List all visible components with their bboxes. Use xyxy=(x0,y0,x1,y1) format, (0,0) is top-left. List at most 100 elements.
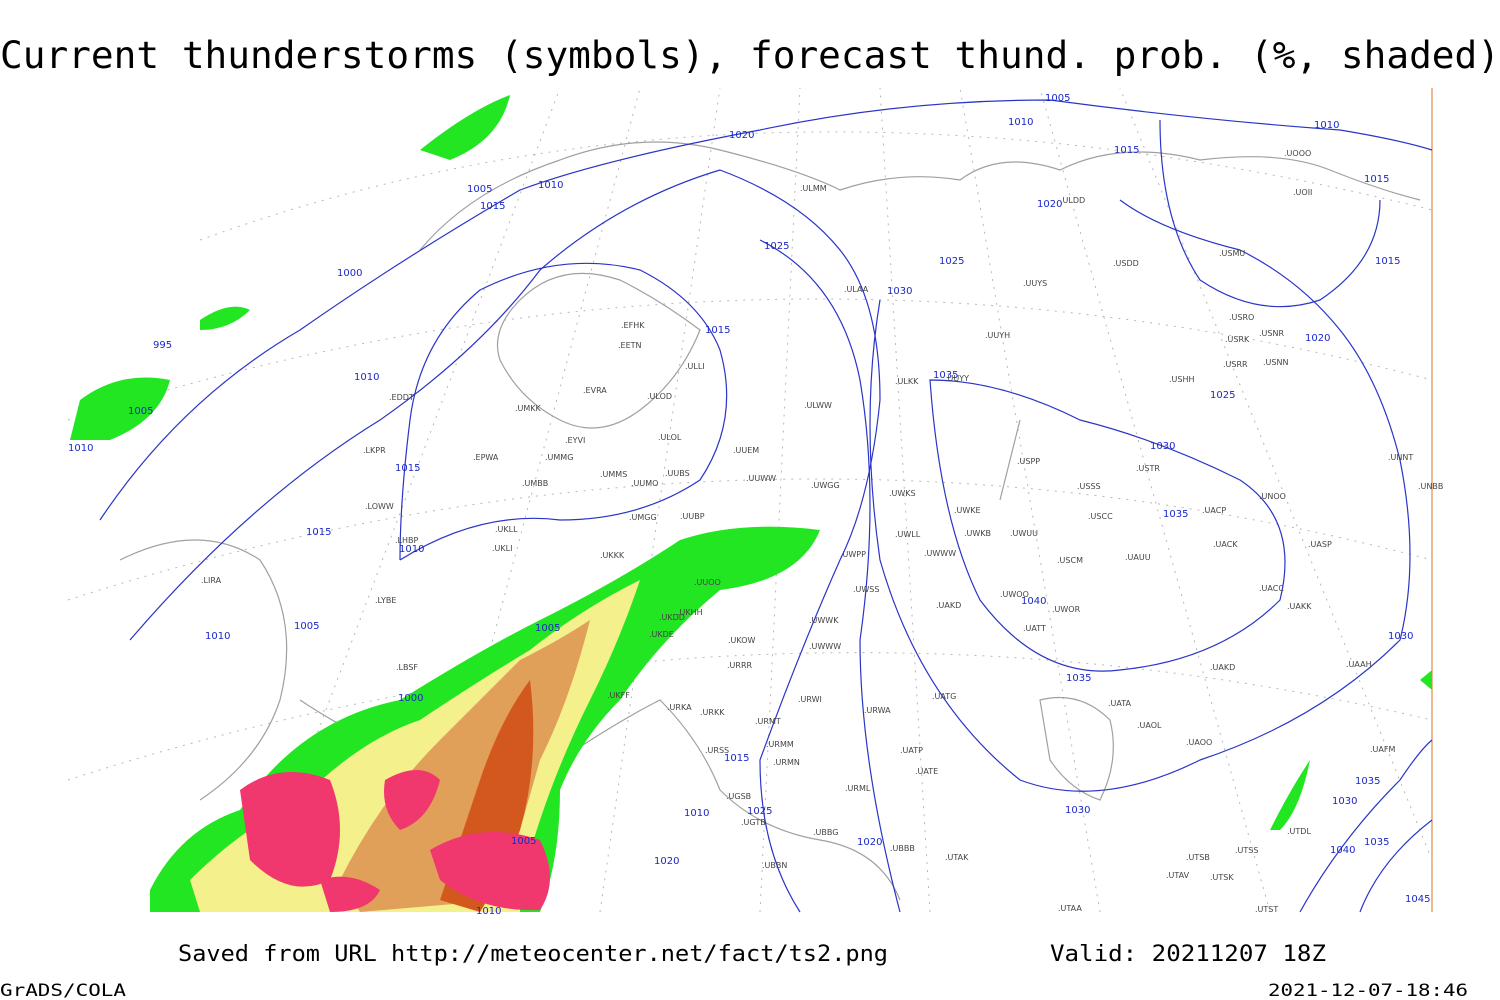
station-label: .UACK xyxy=(1213,540,1238,549)
isobar-label: 1005 xyxy=(535,623,560,634)
station-label: .EPWA xyxy=(473,453,499,462)
isobar-line xyxy=(1159,119,1381,308)
station-label: .UWKB xyxy=(964,529,991,538)
station-label: .URWA xyxy=(864,706,891,715)
station-label: .UAKD xyxy=(1210,663,1235,672)
isobar-label: 1005 xyxy=(511,836,536,847)
station-label: .ULDD xyxy=(1060,196,1085,205)
station-label: .UKLI xyxy=(492,544,512,553)
isobar-label: 1010 xyxy=(205,631,230,642)
storm-area xyxy=(430,832,550,911)
isobar-label: 1015 xyxy=(480,201,505,212)
station-label: .ULKK xyxy=(895,377,919,386)
station-label: .UTAK xyxy=(945,853,969,862)
station-label: .ULOD xyxy=(647,392,672,401)
station-label: .UACP xyxy=(1202,506,1226,515)
station-label: .UWUU xyxy=(1010,529,1038,538)
station-label: .UBBN xyxy=(762,861,787,870)
source-url: Saved from URL http://meteocenter.net/fa… xyxy=(178,942,888,967)
station-label: .UUYS xyxy=(1023,279,1047,288)
station-label: .UAFM xyxy=(1370,745,1395,754)
prob-low xyxy=(1270,670,1432,830)
station-label: .UKKK xyxy=(600,551,625,560)
station-label: .UWKE xyxy=(954,506,981,515)
isobar-labels: 1005 1010 1010 1020 1015 1015 1005 1010 1015 1020… xyxy=(68,93,1430,917)
isobar-label: 1020 xyxy=(1037,199,1062,210)
graticule xyxy=(67,87,1433,913)
isobar-label: 1035 xyxy=(1066,673,1091,684)
station-label: .URWI xyxy=(798,695,822,704)
isobar-label: 1025 xyxy=(764,241,789,252)
isobar-line xyxy=(129,169,881,913)
isobar-label: 1010 xyxy=(399,544,424,555)
isobar-label: 1040 xyxy=(1330,845,1355,856)
station-label: .URML xyxy=(845,784,871,793)
station-label: .LYBE xyxy=(375,596,396,605)
station-label: .UUOO xyxy=(694,578,721,587)
station-label: .URKA xyxy=(667,703,692,712)
station-label: .USCC xyxy=(1088,512,1113,521)
isobar-label: 1025 xyxy=(1210,390,1235,401)
station-label: .UMGG xyxy=(629,513,657,522)
isobar-label: 1010 xyxy=(68,443,93,454)
station-label: .UUWW xyxy=(746,474,776,483)
isobar-label: 1035 xyxy=(1364,837,1389,848)
station-label: .UBBG xyxy=(813,828,838,837)
station-label: .UTST xyxy=(1255,905,1278,914)
isobar-label: 1030 xyxy=(1332,796,1357,807)
station-label: .UAUU xyxy=(1125,553,1151,562)
station-label: .UTAV xyxy=(1166,871,1190,880)
station-label: .UUYH xyxy=(985,331,1010,340)
station-label: .LOWW xyxy=(365,502,394,511)
title: Current thunderstorms (symbols), forecas… xyxy=(0,34,1500,77)
station-label: .ULAA xyxy=(844,285,869,294)
isobar-label: 1020 xyxy=(1305,333,1330,344)
station-label: .USNR xyxy=(1259,329,1284,338)
station-label: .UAKD xyxy=(936,601,961,610)
timestamp: 2021-12-07-18:46 xyxy=(1268,981,1468,1000)
station-label: .UATT xyxy=(1023,624,1046,633)
isobar-label: 1015 xyxy=(1364,174,1389,185)
storm-area xyxy=(320,876,380,912)
station-label: .UUEM xyxy=(733,446,759,455)
station-label: .UATP xyxy=(900,746,923,755)
station-label: .UWPP xyxy=(840,550,866,559)
isobar-line xyxy=(929,379,1286,672)
isobar-label: 1000 xyxy=(337,268,362,279)
isobar-label: 1010 xyxy=(1008,117,1033,128)
station-label: .UUBS xyxy=(665,469,690,478)
station-label: .UAOL xyxy=(1137,721,1162,730)
station-label: .USRK xyxy=(1225,335,1250,344)
isobar-label: 1015 xyxy=(306,527,331,538)
station-label: .EDDT xyxy=(389,393,414,402)
station-label: .UTDL xyxy=(1287,827,1311,836)
station-label: .UWGG xyxy=(811,481,840,490)
station-label: .UUBP xyxy=(680,512,705,521)
station-label: .ULMM xyxy=(800,184,827,193)
station-label: .UKOW xyxy=(728,636,756,645)
isobar-label: 1005 xyxy=(467,184,492,195)
station-label: .USDD xyxy=(1113,259,1139,268)
station-label: .UTSK xyxy=(1210,873,1234,882)
station-label: .UWOO xyxy=(1000,590,1029,599)
station-label: .UKDE xyxy=(649,630,674,639)
station-label: .LIRA xyxy=(201,576,222,585)
station-label: .LKPR xyxy=(363,446,386,455)
isobar-label: 1010 xyxy=(354,372,379,383)
station-label: .UTAA xyxy=(1058,904,1082,913)
station-label: .UKFF xyxy=(607,691,630,700)
station-label: .USHH xyxy=(1169,375,1195,384)
station-label: .URMT xyxy=(755,717,781,726)
station-label: .URMM xyxy=(766,740,794,749)
station-label: .LHBP xyxy=(395,536,419,545)
isobar-label: 1030 xyxy=(1388,631,1413,642)
coastlines xyxy=(119,141,1421,901)
isobar-label: 1045 xyxy=(1405,894,1430,905)
isobar-line xyxy=(399,262,728,561)
software: GrADS/COLA xyxy=(0,981,126,1000)
station-label: .USSS xyxy=(1077,482,1101,491)
station-label: .UKDD xyxy=(659,613,685,622)
station-label: .USCM xyxy=(1057,556,1083,565)
station-label: .URKK xyxy=(700,708,725,717)
station-label: .EETN xyxy=(618,341,642,350)
